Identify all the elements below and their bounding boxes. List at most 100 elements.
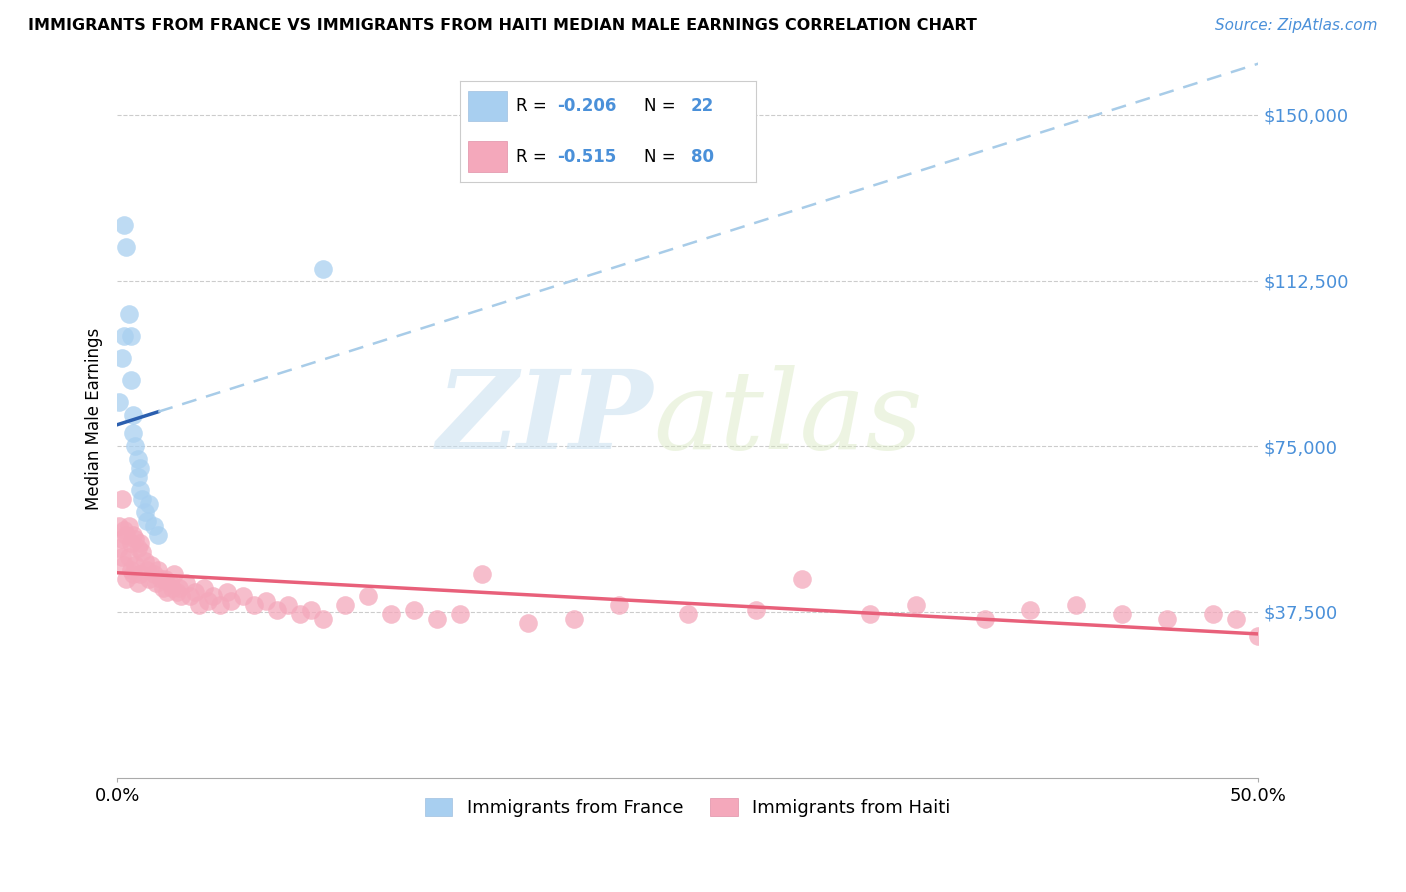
Point: [134, 554, 156, 568]
Point: [124, 558, 146, 573]
Point: [215, 585, 238, 599]
Point: [127, 541, 149, 555]
Point: [117, 549, 139, 564]
Point: [311, 611, 333, 625]
Point: [108, 395, 131, 409]
Point: [120, 373, 142, 387]
Point: [115, 572, 138, 586]
Point: [1225, 611, 1247, 625]
Point: [117, 518, 139, 533]
Point: [299, 602, 322, 616]
Point: [138, 497, 160, 511]
Point: [163, 567, 186, 582]
Y-axis label: Median Male Earnings: Median Male Earnings: [86, 327, 103, 509]
Point: [135, 514, 157, 528]
Point: [112, 328, 135, 343]
Point: [129, 461, 152, 475]
Point: [221, 594, 243, 608]
Point: [197, 594, 219, 608]
Point: [357, 590, 380, 604]
Point: [124, 439, 146, 453]
Point: [153, 572, 176, 586]
Point: [127, 576, 149, 591]
Point: [266, 602, 288, 616]
Point: [124, 532, 146, 546]
Point: [254, 594, 277, 608]
Point: [145, 576, 167, 591]
Point: [311, 262, 333, 277]
Point: [790, 572, 813, 586]
Text: Source: ZipAtlas.com: Source: ZipAtlas.com: [1215, 18, 1378, 33]
Point: [111, 351, 134, 365]
Point: [122, 409, 145, 423]
Point: [288, 607, 311, 621]
Point: [142, 518, 165, 533]
Point: [111, 549, 134, 564]
Point: [1019, 602, 1042, 616]
Point: [170, 590, 193, 604]
Point: [111, 532, 134, 546]
Text: ZIP: ZIP: [437, 365, 654, 473]
Point: [129, 567, 152, 582]
Text: atlas: atlas: [654, 365, 924, 473]
Point: [141, 558, 163, 573]
Point: [402, 602, 425, 616]
Point: [115, 240, 138, 254]
Point: [134, 506, 156, 520]
Point: [120, 328, 142, 343]
Point: [112, 523, 135, 537]
Text: IMMIGRANTS FROM FRANCE VS IMMIGRANTS FROM HAITI MEDIAN MALE EARNINGS CORRELATION: IMMIGRANTS FROM FRANCE VS IMMIGRANTS FRO…: [28, 18, 977, 33]
Point: [148, 563, 170, 577]
Point: [138, 572, 160, 586]
Point: [1202, 607, 1225, 621]
Point: [188, 599, 211, 613]
Point: [159, 576, 181, 591]
Point: [108, 541, 131, 555]
Point: [1064, 599, 1087, 613]
Point: [562, 611, 585, 625]
Point: [156, 585, 179, 599]
Point: [179, 590, 201, 604]
Point: [111, 492, 134, 507]
Point: [1111, 607, 1133, 621]
Point: [142, 567, 165, 582]
Point: [745, 602, 768, 616]
Point: [129, 536, 152, 550]
Point: [166, 585, 188, 599]
Point: [152, 581, 174, 595]
Point: [676, 607, 699, 621]
Point: [517, 615, 540, 630]
Point: [117, 307, 139, 321]
Point: [1156, 611, 1178, 625]
Point: [127, 470, 149, 484]
Point: [131, 545, 153, 559]
Point: [129, 483, 152, 498]
Point: [905, 599, 928, 613]
Point: [131, 492, 153, 507]
Point: [120, 563, 142, 577]
Legend: Immigrants from France, Immigrants from Haiti: Immigrants from France, Immigrants from …: [416, 789, 959, 826]
Point: [426, 611, 449, 625]
Point: [127, 452, 149, 467]
Point: [208, 599, 231, 613]
Point: [167, 581, 190, 595]
Point: [609, 599, 631, 613]
Point: [122, 567, 145, 582]
Point: [120, 536, 142, 550]
Point: [135, 563, 157, 577]
Point: [112, 558, 135, 573]
Point: [449, 607, 471, 621]
Point: [471, 567, 494, 582]
Point: [184, 585, 207, 599]
Point: [148, 527, 170, 541]
Point: [232, 590, 254, 604]
Point: [160, 581, 183, 595]
Point: [380, 607, 402, 621]
Point: [1247, 629, 1270, 643]
Point: [202, 590, 225, 604]
Point: [335, 599, 357, 613]
Point: [115, 527, 138, 541]
Point: [122, 527, 145, 541]
Point: [193, 581, 215, 595]
Point: [973, 611, 995, 625]
